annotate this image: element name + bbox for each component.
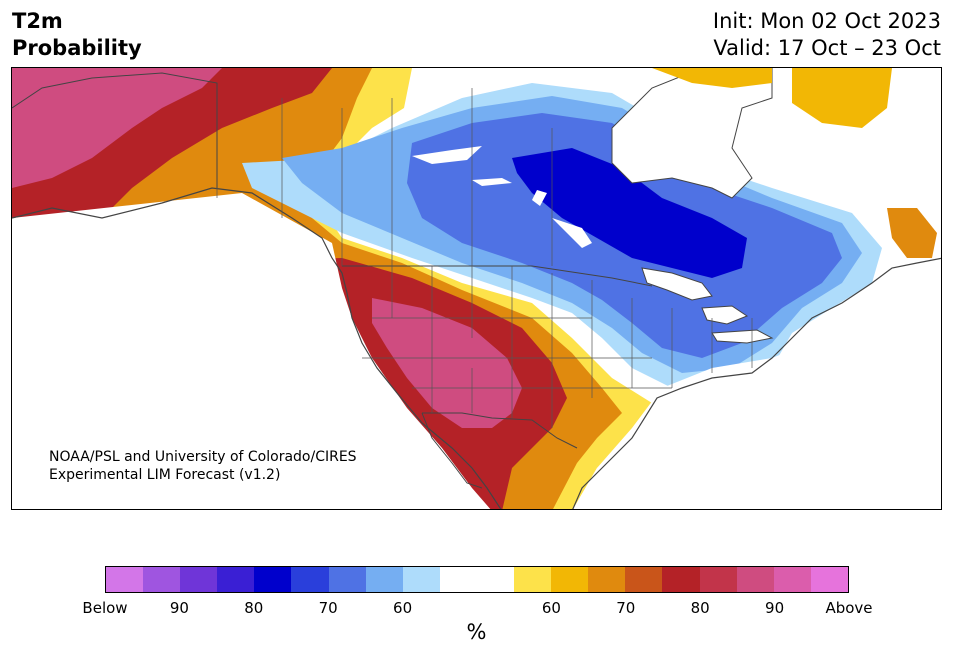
colorbar-tick-label: Below	[82, 599, 128, 617]
colorbar-swatch	[439, 567, 477, 592]
colorbar-swatch	[180, 567, 218, 592]
colorbar-swatch	[810, 567, 848, 592]
colorbar-ticks: Below 90 80 70 60 60 70 80 90 Above	[82, 599, 872, 619]
colorbar-swatch	[625, 567, 663, 592]
colorbar-swatch	[736, 567, 774, 592]
credit-line-2: Experimental LIM Forecast (v1.2)	[49, 467, 281, 483]
colorbar-swatch	[365, 567, 403, 592]
east-coastline	[572, 257, 941, 509]
valid-date: Valid: 17 Oct – 23 Oct	[713, 36, 941, 60]
hudson-bay	[611, 68, 773, 199]
colorbar-swatch	[143, 567, 181, 592]
colorbar-swatch	[106, 567, 144, 592]
colorbar-swatch	[773, 567, 811, 592]
init-date: Init: Mon 02 Oct 2023	[712, 9, 941, 33]
probability-colorbar	[105, 566, 849, 593]
colorbar-swatch	[402, 567, 440, 592]
us-canada-border	[342, 265, 653, 287]
colorbar-unit-label: %	[466, 620, 487, 644]
colorbar-swatch	[291, 567, 329, 592]
colorbar-tick-label: 90	[169, 599, 189, 617]
baja-outline	[421, 412, 483, 489]
great-lakes	[641, 267, 774, 344]
colorbar-swatch	[514, 567, 552, 592]
colorbar-swatch	[551, 567, 589, 592]
atlantic-canada-above	[887, 208, 937, 258]
colorbar-tick-label: 90	[765, 599, 785, 617]
alaska-outline	[12, 72, 218, 188]
colorbar-swatch	[699, 567, 737, 592]
above-90-region	[12, 68, 522, 428]
canadian-lakes	[412, 146, 592, 248]
below-90-region	[512, 148, 747, 278]
colorbar-tick-label: 60	[541, 599, 561, 617]
colorbar-tick-label: 70	[318, 599, 338, 617]
state-borders	[362, 266, 753, 428]
colorbar-swatch	[476, 567, 515, 592]
gulf-and-atlantic	[573, 268, 941, 509]
probability-map: NOAA/PSL and University of Colorado/CIRE…	[11, 67, 942, 510]
colorbar-tick-label: Above	[825, 599, 873, 617]
coastline	[12, 187, 502, 509]
colorbar-tick-label: 80	[244, 599, 264, 617]
colorbar-tick-label: 70	[616, 599, 636, 617]
arctic-islands-above	[652, 68, 892, 128]
colorbar-swatch	[217, 567, 255, 592]
forecast-credit: NOAA/PSL and University of Colorado/CIRE…	[49, 448, 357, 484]
credit-line-1: NOAA/PSL and University of Colorado/CIRE…	[49, 449, 357, 465]
pacific-ocean	[12, 193, 491, 509]
title-line-2: Probability	[12, 36, 142, 60]
colorbar-swatch	[662, 567, 700, 592]
colorbar-swatch	[328, 567, 366, 592]
title-line-1: T2m	[12, 9, 63, 33]
map-svg	[12, 68, 941, 509]
colorbar-swatch	[588, 567, 626, 592]
map-title: T2m Probability	[12, 8, 142, 62]
forecast-dates: Init: Mon 02 Oct 2023 Valid: 17 Oct – 23…	[713, 8, 941, 62]
us-mexico-border	[422, 412, 578, 449]
colorbar-tick-label: 80	[690, 599, 710, 617]
colorbar-tick-label: 60	[393, 599, 413, 617]
colorbar-swatch	[254, 567, 292, 592]
